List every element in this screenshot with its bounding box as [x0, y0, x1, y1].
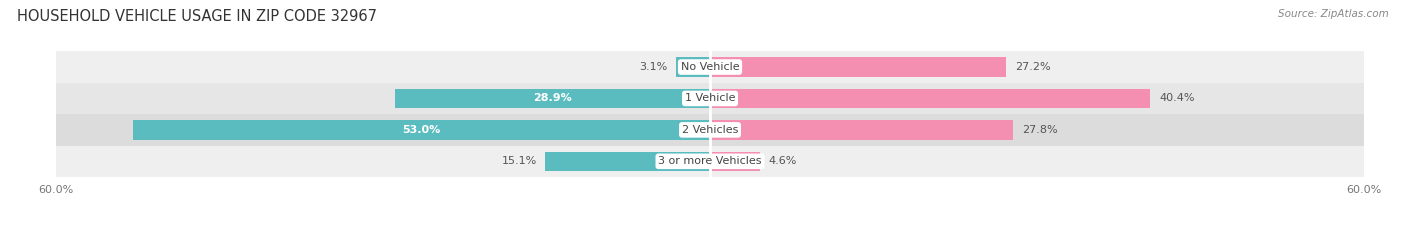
Text: 28.9%: 28.9% [533, 93, 572, 103]
Bar [710, 152, 761, 171]
Text: 4.6%: 4.6% [769, 156, 797, 166]
Text: 53.0%: 53.0% [402, 125, 440, 135]
Bar [546, 152, 710, 171]
Text: 2 Vehicles: 2 Vehicles [682, 125, 738, 135]
Bar [710, 89, 1150, 108]
Bar [395, 89, 710, 108]
Text: 15.1%: 15.1% [502, 156, 537, 166]
Text: 27.8%: 27.8% [1022, 125, 1057, 135]
Text: HOUSEHOLD VEHICLE USAGE IN ZIP CODE 32967: HOUSEHOLD VEHICLE USAGE IN ZIP CODE 3296… [17, 9, 377, 24]
Text: Source: ZipAtlas.com: Source: ZipAtlas.com [1278, 9, 1389, 19]
Bar [56, 146, 1364, 177]
Text: 40.4%: 40.4% [1159, 93, 1195, 103]
Text: 3.1%: 3.1% [640, 62, 668, 72]
Bar [132, 120, 710, 140]
Bar [56, 51, 1364, 83]
Bar [710, 57, 1007, 77]
Bar [56, 114, 1364, 146]
Bar [676, 57, 710, 77]
Text: 3 or more Vehicles: 3 or more Vehicles [658, 156, 762, 166]
Text: 27.2%: 27.2% [1015, 62, 1050, 72]
Bar [56, 83, 1364, 114]
Text: No Vehicle: No Vehicle [681, 62, 740, 72]
Text: 1 Vehicle: 1 Vehicle [685, 93, 735, 103]
Bar [710, 120, 1012, 140]
